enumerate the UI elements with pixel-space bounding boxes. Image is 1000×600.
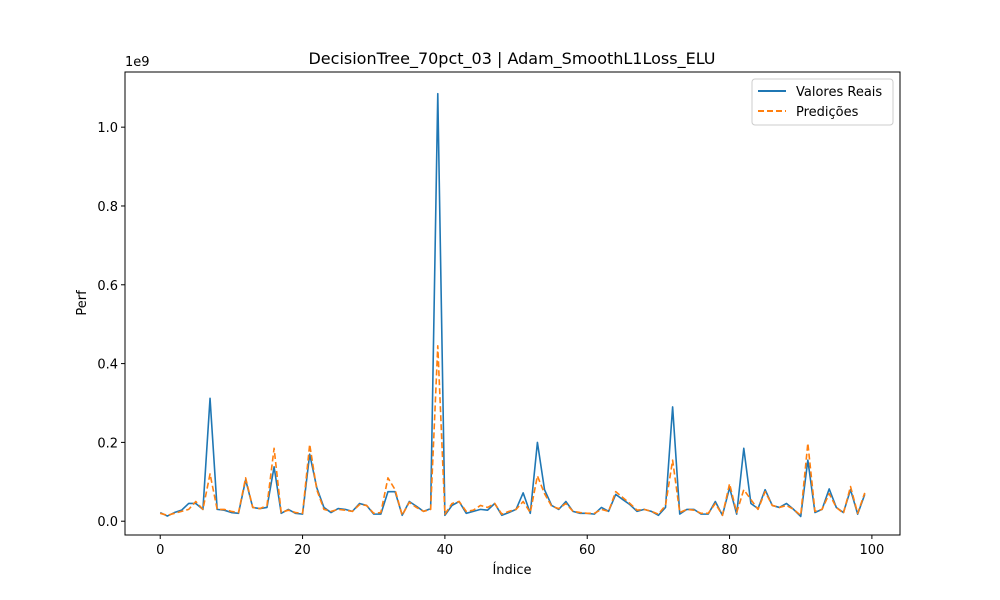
plot-lines <box>159 92 866 518</box>
y-tick-label: 1.0 <box>97 121 118 136</box>
legend: Valores Reais Predições <box>751 78 894 126</box>
x-tick-label: 60 <box>579 543 596 558</box>
series-line-valores-reais <box>159 92 866 518</box>
chart-title: DecisionTree_70pct_03 | Adam_SmoothL1Los… <box>308 49 715 69</box>
x-tick-label: 80 <box>721 543 738 558</box>
y-tick-label: 0.6 <box>97 279 118 294</box>
series-line-predicoes <box>160 345 866 517</box>
x-tick-label: 20 <box>294 543 311 558</box>
legend-box <box>751 78 894 126</box>
x-tick-label: 40 <box>437 543 454 558</box>
y-tick-label: 0.0 <box>97 515 118 530</box>
plot-frame <box>124 71 901 536</box>
legend-label-valores-reais: Valores Reais <box>796 85 882 100</box>
y-axis-title: Perf <box>75 290 90 316</box>
y-offset-label: 1e9 <box>125 55 150 70</box>
x-axis-ticks: 0 20 40 60 80 100 <box>156 535 884 558</box>
y-tick-label: 0.4 <box>97 358 118 373</box>
x-axis-title: Índice <box>492 562 531 578</box>
legend-label-predicoes: Predições <box>796 105 859 120</box>
y-tick-label: 0.2 <box>97 436 118 451</box>
x-tick-label: 100 <box>859 543 884 558</box>
y-tick-label: 0.8 <box>97 200 118 215</box>
y-axis-ticks: 0.0 0.2 0.4 0.6 0.8 1.0 <box>97 121 125 530</box>
x-tick-label: 0 <box>156 543 164 558</box>
